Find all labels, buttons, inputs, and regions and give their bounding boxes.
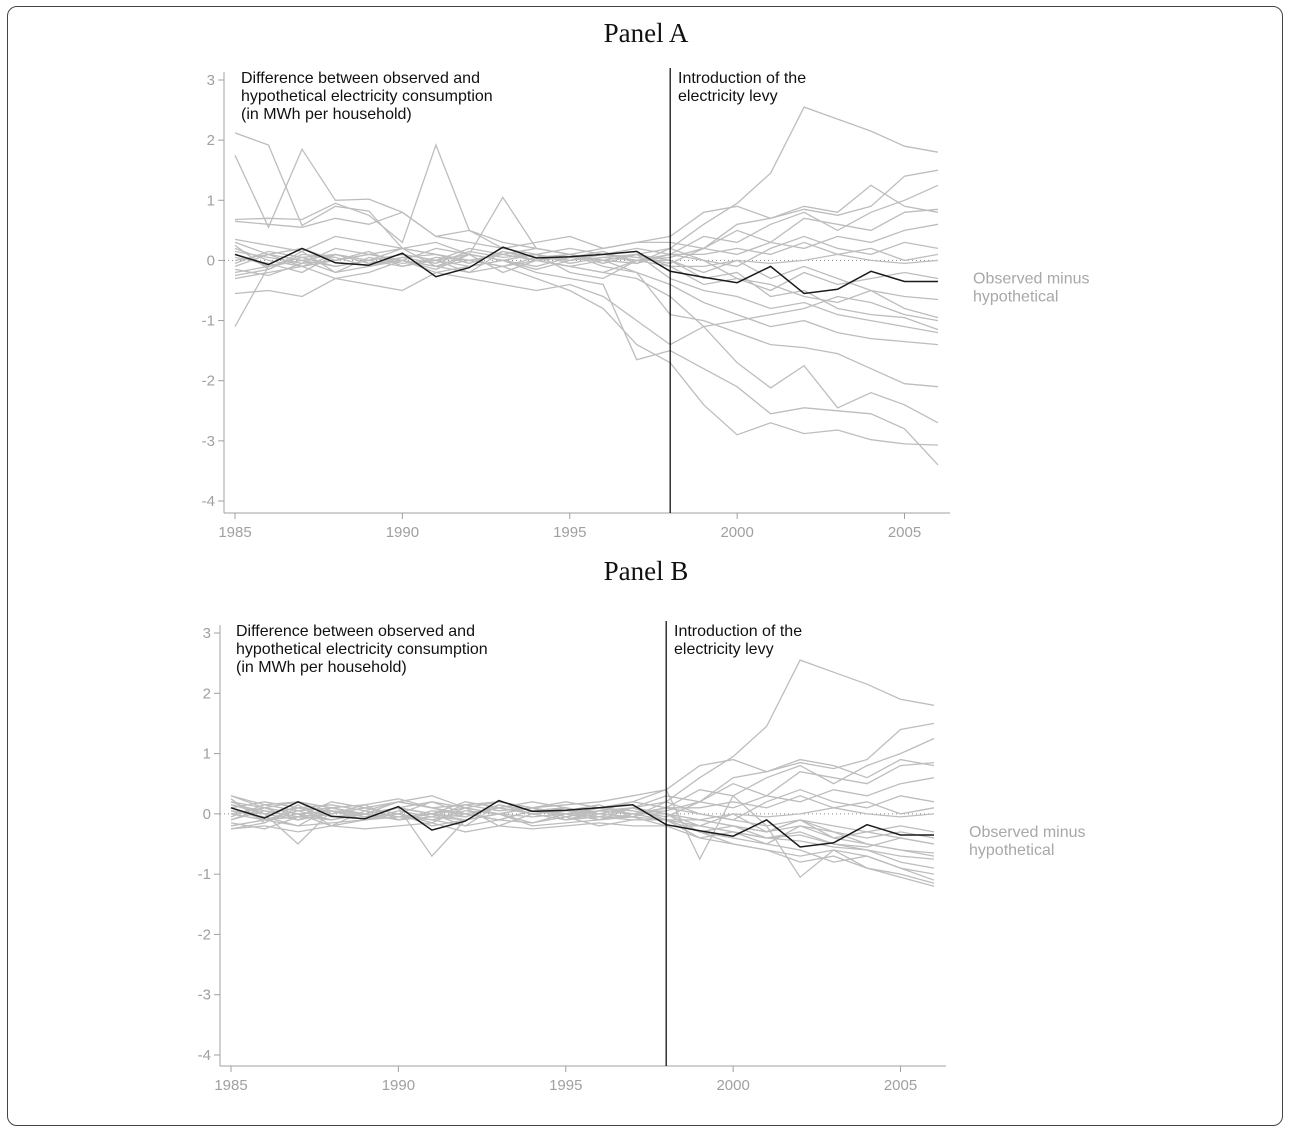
x-tick-label: 1995 [553,524,586,541]
x-tick-label: 2000 [720,524,753,541]
series-line [230,807,935,881]
x-tick-label: 1995 [549,1077,582,1094]
y-tick-label: -2 [202,373,215,390]
panel-b-title: Panel B [603,556,689,586]
y-tick-label: 1 [207,192,215,209]
series-line [234,259,939,446]
legend-label: hypothetical [973,288,1058,305]
y-tick-label: -3 [198,987,211,1004]
series-line [234,253,939,466]
panel-a-title: Panel A [603,18,689,48]
x-tick-label: 1990 [382,1077,415,1094]
event-label: Introduction of the [674,623,802,640]
x-tick-label: 2000 [716,1077,749,1094]
y-tick-label: -3 [202,433,215,450]
y-tick-label: 2 [207,132,215,149]
event-label: electricity levy [674,641,774,658]
highlight-series-line [234,246,938,295]
x-tick-label: 2005 [888,524,921,541]
event-label: electricity levy [678,88,778,105]
series-line [234,247,939,319]
x-tick-label: 1990 [386,524,419,541]
series-line [230,761,935,824]
event-label: Introduction of the [678,70,806,87]
series-line [230,822,935,875]
series-line [234,253,939,301]
legend-label: Observed minus [973,270,1090,287]
y-unit-annotation: Difference between observed and [241,70,480,87]
series-line [234,271,939,346]
legend-label: Observed minus [969,824,1086,841]
y-tick-label: 2 [203,685,211,702]
series-line [234,241,939,277]
series-line [230,795,935,830]
y-unit-annotation: hypothetical electricity consumption [236,641,488,658]
series-line [230,788,935,884]
y-tick-label: 3 [207,72,215,89]
y-tick-label: 0 [203,806,211,823]
y-tick-label: -4 [202,493,215,510]
y-tick-label: 0 [207,252,215,269]
legend-label: hypothetical [969,842,1054,859]
x-tick-label: 1985 [214,1077,247,1094]
y-tick-label: -1 [198,866,211,883]
y-unit-annotation: Difference between observed and [236,623,475,640]
series-line [234,184,939,250]
series-line [230,722,935,809]
series-line [230,659,935,818]
y-tick-label: -1 [202,313,215,330]
x-tick-label: 2005 [884,1077,917,1094]
y-unit-annotation: (in MWh per household) [241,106,412,123]
highlight-series-line [230,799,934,848]
y-tick-label: -2 [198,926,211,943]
y-unit-annotation: (in MWh per household) [236,659,407,676]
y-tick-label: 3 [203,625,211,642]
y-tick-label: -4 [198,1047,211,1064]
series-line [234,208,939,271]
x-tick-label: 1985 [218,524,251,541]
y-tick-label: 1 [203,746,211,763]
y-unit-annotation: hypothetical electricity consumption [241,88,493,105]
series-line [230,801,935,845]
